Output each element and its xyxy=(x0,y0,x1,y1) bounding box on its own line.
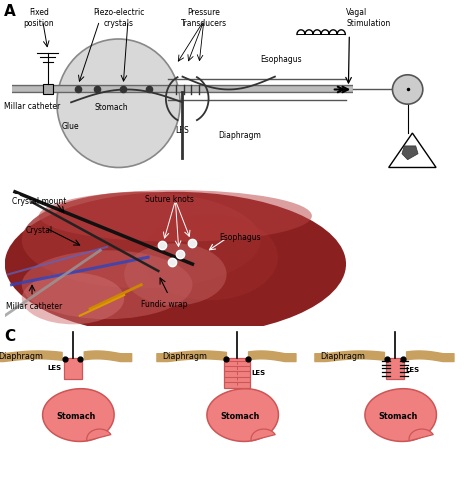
FancyBboxPatch shape xyxy=(43,84,53,94)
Text: Fixed
position: Fixed position xyxy=(24,8,54,28)
Text: Esophagus: Esophagus xyxy=(220,233,261,242)
Circle shape xyxy=(392,75,423,104)
FancyBboxPatch shape xyxy=(64,358,82,379)
Polygon shape xyxy=(365,389,437,441)
Text: Diaphragm: Diaphragm xyxy=(321,352,366,361)
Polygon shape xyxy=(402,146,418,160)
Text: Stomach: Stomach xyxy=(378,412,418,421)
Polygon shape xyxy=(389,133,436,168)
Text: Millar catheter: Millar catheter xyxy=(4,102,60,111)
Text: Diaphragm: Diaphragm xyxy=(0,352,44,361)
Text: LES: LES xyxy=(175,126,190,135)
Text: Stomach: Stomach xyxy=(220,412,260,421)
Text: Stomach: Stomach xyxy=(95,103,128,113)
FancyBboxPatch shape xyxy=(224,358,250,388)
Text: LES: LES xyxy=(405,367,419,373)
Ellipse shape xyxy=(141,214,278,300)
Text: Stomach: Stomach xyxy=(56,412,96,421)
Polygon shape xyxy=(43,389,114,441)
Ellipse shape xyxy=(22,250,192,319)
Text: Diaphragm: Diaphragm xyxy=(163,352,208,361)
Text: Glue: Glue xyxy=(62,122,79,130)
Text: B: B xyxy=(10,194,21,209)
Text: Esophagus: Esophagus xyxy=(261,55,302,64)
Text: Millar catheter: Millar catheter xyxy=(7,302,63,311)
Text: Crystal: Crystal xyxy=(25,226,52,235)
Text: Pressure
Transducers: Pressure Transducers xyxy=(181,8,227,28)
Ellipse shape xyxy=(22,192,261,288)
Polygon shape xyxy=(207,389,278,441)
Polygon shape xyxy=(251,429,275,441)
Text: Fundic wrap: Fundic wrap xyxy=(141,300,188,309)
Ellipse shape xyxy=(39,190,312,242)
Text: C: C xyxy=(4,329,15,344)
FancyBboxPatch shape xyxy=(386,358,404,379)
Text: LES: LES xyxy=(252,370,266,376)
Ellipse shape xyxy=(5,192,346,336)
Text: Crystal mount: Crystal mount xyxy=(11,197,66,206)
Polygon shape xyxy=(87,429,111,441)
Text: A: A xyxy=(4,4,16,19)
Ellipse shape xyxy=(124,243,227,305)
Ellipse shape xyxy=(22,273,124,324)
Text: Suture knots: Suture knots xyxy=(145,195,193,204)
Text: Vagal
Stimulation: Vagal Stimulation xyxy=(346,8,390,28)
Text: Diaphragm: Diaphragm xyxy=(218,131,261,140)
Ellipse shape xyxy=(57,39,180,168)
Text: LES: LES xyxy=(47,365,61,371)
Text: Piezo-electric
crystals: Piezo-electric crystals xyxy=(93,8,144,28)
Polygon shape xyxy=(409,429,433,441)
